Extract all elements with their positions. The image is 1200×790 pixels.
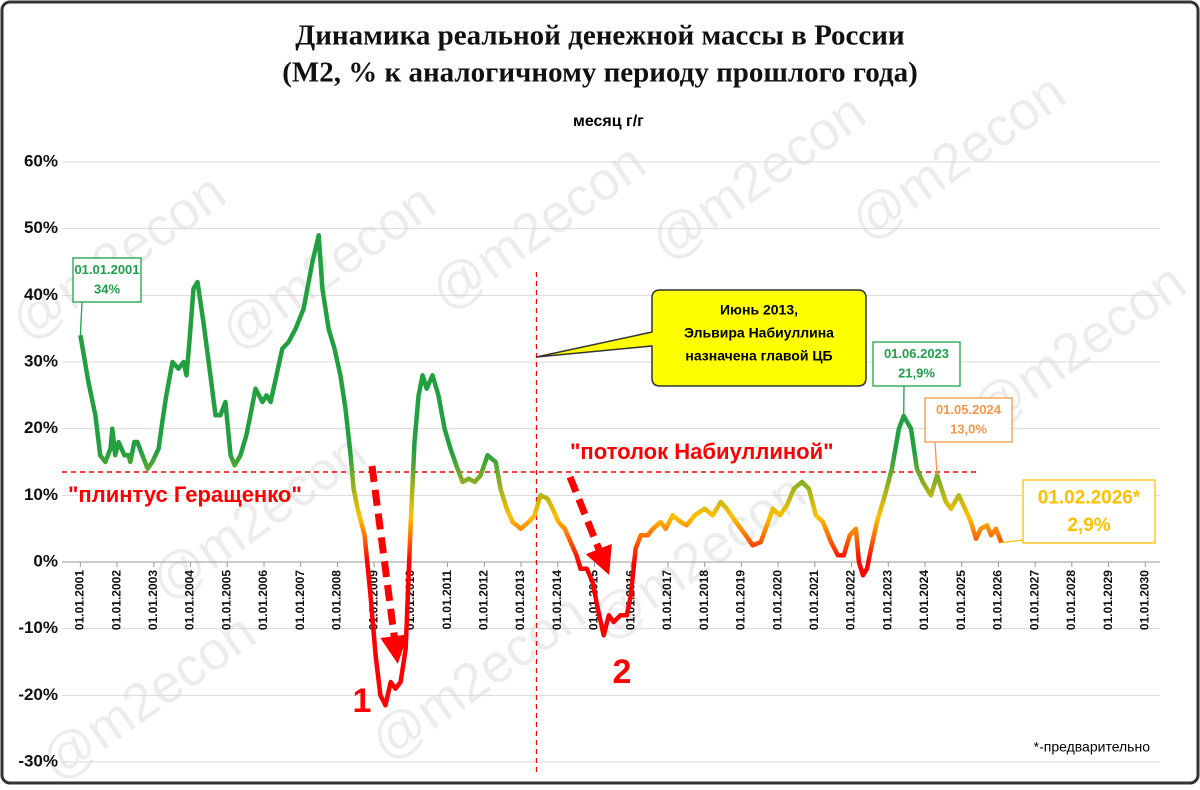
x-tick-label: 01.01.2007 <box>293 570 307 630</box>
x-tick-label: 01.01.2008 <box>330 570 344 630</box>
x-tick-label: 01.01.2018 <box>697 570 711 630</box>
footnote: *-предварительно <box>1034 739 1151 755</box>
legend-label: месяц г/г <box>573 113 644 130</box>
x-tick-label: 01.01.2020 <box>770 570 784 630</box>
arrow-label: 2 <box>613 653 632 691</box>
y-tick-label: 60% <box>24 151 58 170</box>
x-tick-label: 01.01.2003 <box>146 570 160 630</box>
arrow-label: 1 <box>353 682 372 720</box>
x-tick-label: 01.01.2004 <box>183 570 197 630</box>
callout-date: 01.01.2001 <box>74 262 139 277</box>
x-tick-label: 01.01.2006 <box>256 570 270 630</box>
x-tick-label: 01.01.2012 <box>476 570 490 630</box>
x-tick-label: 01.01.2014 <box>550 570 564 630</box>
x-tick-label: 01.01.2028 <box>1064 570 1078 630</box>
x-tick-label: 01.01.2029 <box>1101 570 1115 630</box>
x-tick-label: 01.01.2021 <box>807 570 821 630</box>
x-tick-label: 01.01.2017 <box>660 570 674 630</box>
x-tick-label: 01.01.2002 <box>109 570 123 630</box>
event-text: Июнь 2013, <box>720 302 798 318</box>
x-tick-label: 01.01.2025 <box>954 570 968 630</box>
x-tick-label: 01.01.2027 <box>1027 570 1041 630</box>
x-tick-label: 01.01.2030 <box>1137 570 1151 630</box>
x-tick-label: 01.01.2011 <box>440 570 454 630</box>
y-tick-label: -10% <box>18 618 58 637</box>
reference-label: "плинтус Геращенко" <box>68 482 302 507</box>
title-line: Динамика реальной денежной массы в Росси… <box>295 20 904 52</box>
callout-date: 01.05.2024 <box>936 402 1002 417</box>
event-text: Эльвира Набиуллина <box>684 325 834 341</box>
y-tick-label: -20% <box>18 685 58 704</box>
y-tick-label: 20% <box>24 418 58 437</box>
y-tick-label: 50% <box>24 218 58 237</box>
event-text: назначена главой ЦБ <box>685 348 832 364</box>
callout-date: 01.06.2023 <box>884 346 949 361</box>
x-tick-label: 01.01.2023 <box>880 570 894 630</box>
y-tick-label: -30% <box>18 751 58 770</box>
callout-value: 21,9% <box>898 366 935 381</box>
callout-value: 2,9% <box>1067 515 1110 536</box>
x-tick-label: 01.01.2026 <box>991 570 1005 630</box>
x-tick-label: 01.01.2001 <box>73 570 87 630</box>
reference-label: "потолок Набиуллиной" <box>570 439 834 464</box>
callout-date: 01.02.2026* <box>1038 487 1141 508</box>
y-tick-label: 40% <box>24 285 58 304</box>
callout-value: 13,0% <box>950 422 987 437</box>
y-tick-label: 30% <box>24 351 58 370</box>
x-tick-label: 01.01.2013 <box>513 570 527 630</box>
y-tick-label: 0% <box>33 551 58 570</box>
x-tick-label: 01.01.2019 <box>734 570 748 630</box>
x-tick-label: 01.01.2022 <box>844 570 858 630</box>
x-tick-label: 01.01.2005 <box>219 570 233 630</box>
title-line: (М2, % к аналогичному периоду прошлого г… <box>282 57 918 89</box>
callout-value: 34% <box>94 282 120 297</box>
y-tick-label: 10% <box>24 485 58 504</box>
x-tick-label: 01.01.2024 <box>917 570 931 630</box>
